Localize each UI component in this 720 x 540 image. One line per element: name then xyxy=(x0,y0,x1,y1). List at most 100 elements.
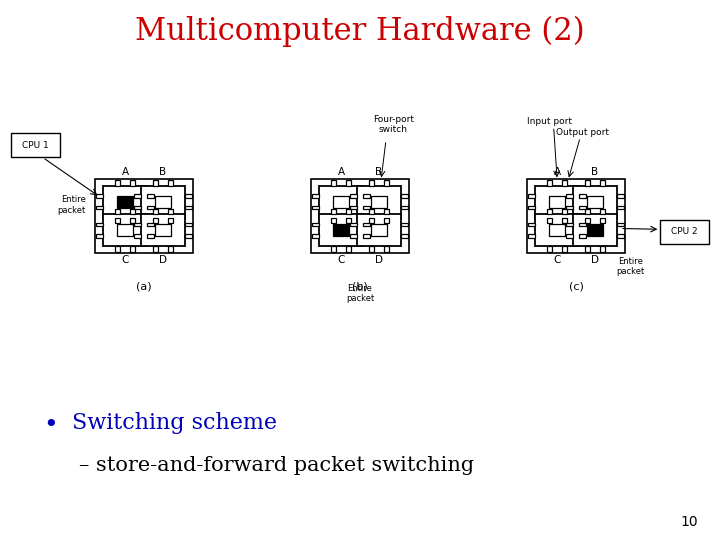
Bar xyxy=(134,194,141,198)
Bar xyxy=(384,208,389,214)
Bar xyxy=(134,206,141,210)
Bar xyxy=(536,186,579,218)
Bar xyxy=(312,222,320,226)
Bar xyxy=(115,208,120,214)
Bar xyxy=(600,180,605,186)
Bar xyxy=(363,222,370,226)
Bar xyxy=(562,218,567,224)
Bar xyxy=(346,246,351,252)
Bar xyxy=(153,180,158,186)
Bar xyxy=(311,179,409,253)
Bar xyxy=(579,206,586,210)
Bar xyxy=(331,246,336,252)
Text: C: C xyxy=(338,255,345,266)
Text: •: • xyxy=(43,413,58,437)
Bar xyxy=(547,180,552,186)
Text: CPU 2: CPU 2 xyxy=(672,227,698,236)
Bar xyxy=(130,218,135,224)
Text: A: A xyxy=(554,166,561,177)
Bar xyxy=(320,214,363,246)
Bar xyxy=(331,208,336,214)
Bar xyxy=(384,180,389,186)
Bar xyxy=(134,222,141,226)
Bar xyxy=(369,246,374,252)
Bar xyxy=(527,179,625,253)
Text: B: B xyxy=(591,166,598,177)
Bar xyxy=(320,186,363,218)
Bar xyxy=(350,206,357,210)
Bar xyxy=(331,180,336,186)
Bar xyxy=(566,206,573,210)
Text: (a): (a) xyxy=(136,281,152,292)
Bar xyxy=(549,224,565,237)
Bar xyxy=(363,194,370,198)
Bar xyxy=(536,214,579,246)
Bar xyxy=(134,234,141,238)
Bar xyxy=(547,246,552,252)
Bar xyxy=(562,246,567,252)
Bar xyxy=(312,206,320,210)
Bar xyxy=(184,222,192,226)
Bar xyxy=(350,222,357,226)
Bar xyxy=(600,218,605,224)
Bar xyxy=(168,246,173,252)
Bar xyxy=(369,208,374,214)
Bar xyxy=(357,214,400,246)
Bar xyxy=(371,195,387,208)
Bar xyxy=(585,246,590,252)
Bar xyxy=(660,220,709,244)
Bar xyxy=(357,186,400,218)
Bar xyxy=(400,194,408,198)
Text: CPU 1: CPU 1 xyxy=(22,141,49,150)
Bar xyxy=(400,222,408,226)
Bar xyxy=(184,234,192,238)
Bar xyxy=(600,208,605,214)
Bar xyxy=(184,194,192,198)
Bar xyxy=(141,186,184,218)
Text: Entire
packet: Entire packet xyxy=(346,284,374,303)
Bar xyxy=(153,208,158,214)
Bar xyxy=(587,195,603,208)
Bar xyxy=(130,246,135,252)
Bar xyxy=(96,234,104,238)
Bar xyxy=(346,180,351,186)
Bar xyxy=(547,218,552,224)
Bar xyxy=(130,180,135,186)
Text: (b): (b) xyxy=(352,281,368,292)
Bar xyxy=(115,218,120,224)
Bar xyxy=(117,195,133,208)
Text: – store-and-forward packet switching: – store-and-forward packet switching xyxy=(79,456,474,475)
Bar xyxy=(616,194,624,198)
Bar xyxy=(566,194,573,198)
Bar xyxy=(566,222,573,226)
Text: Input port: Input port xyxy=(528,117,572,126)
Text: C: C xyxy=(554,255,561,266)
Bar xyxy=(96,194,104,198)
Bar xyxy=(528,194,536,198)
Bar xyxy=(585,180,590,186)
Bar xyxy=(384,246,389,252)
Text: C: C xyxy=(122,255,129,266)
Bar xyxy=(528,222,536,226)
Bar xyxy=(562,208,567,214)
Text: D: D xyxy=(591,255,599,266)
Bar xyxy=(11,133,60,157)
Bar xyxy=(369,180,374,186)
Bar xyxy=(585,208,590,214)
Bar xyxy=(147,222,154,226)
Bar xyxy=(333,224,349,237)
Bar xyxy=(147,194,154,198)
Bar xyxy=(155,224,171,237)
Bar xyxy=(371,224,387,237)
Bar xyxy=(130,208,135,214)
Bar xyxy=(350,194,357,198)
Text: (c): (c) xyxy=(569,281,583,292)
Bar xyxy=(547,208,552,214)
Bar xyxy=(312,194,320,198)
Bar xyxy=(562,180,567,186)
Bar xyxy=(153,246,158,252)
Text: Entire
packet: Entire packet xyxy=(58,195,86,215)
Bar xyxy=(147,206,154,210)
Bar xyxy=(115,246,120,252)
Bar xyxy=(573,186,616,218)
